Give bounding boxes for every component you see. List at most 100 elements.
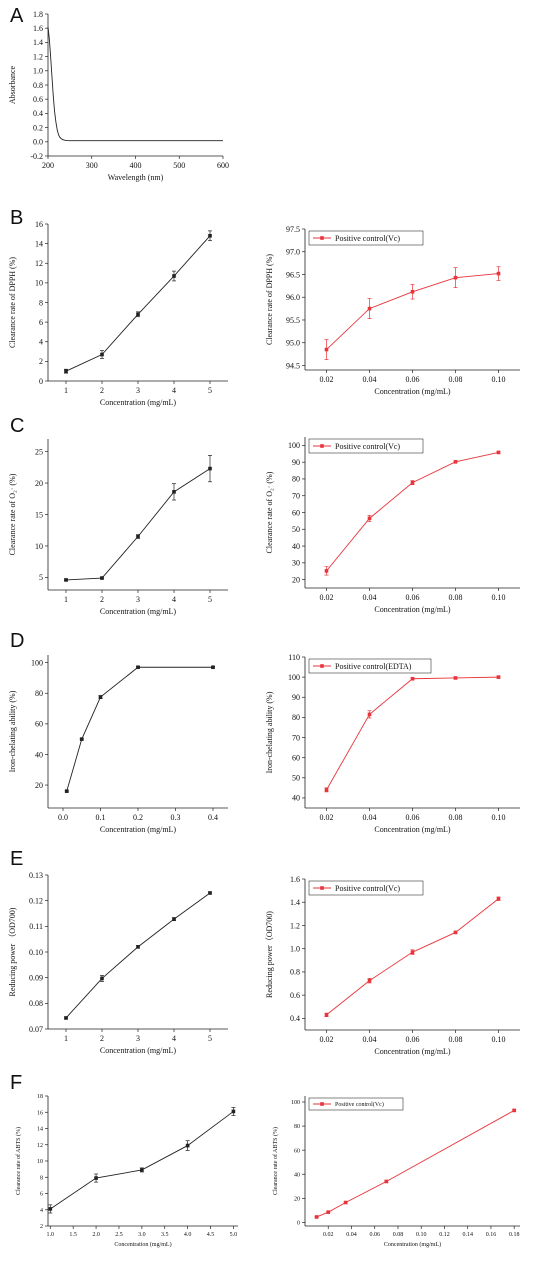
data-point — [324, 788, 329, 792]
x-axis-label: Concentration (mg/mL) — [100, 398, 177, 407]
data-point — [324, 569, 329, 573]
data-point — [208, 233, 212, 238]
x-tick-label: 0.10 — [492, 375, 506, 384]
y-tick-label: 12 — [35, 259, 43, 268]
x-tick-label: 0.2 — [133, 813, 143, 822]
y-tick-label: 10 — [37, 1159, 43, 1165]
y-axis-label: Reducing power （OD700) — [8, 907, 17, 996]
data-point — [367, 306, 372, 311]
y-tick-label: 16 — [37, 1110, 43, 1116]
x-tick-label: 0.06 — [369, 1232, 380, 1238]
y-tick-label: 1.8 — [33, 10, 43, 19]
y-tick-label: 95.0 — [286, 339, 300, 348]
data-point — [64, 369, 68, 373]
data-point — [324, 1013, 329, 1017]
y-tick-label: 20 — [292, 575, 300, 584]
y-tick-label: 80 — [292, 475, 300, 484]
y-tick-label: 1.6 — [33, 24, 43, 33]
x-tick-label: 4.0 — [184, 1232, 192, 1238]
y-tick-label: 80 — [35, 689, 43, 698]
legend-label: Positive control(Vc) — [335, 1101, 384, 1108]
x-axis-label: Concentration (mg/mL) — [384, 1241, 441, 1248]
y-tick-label: 15 — [35, 510, 43, 519]
y-tick-label: 1.2 — [290, 921, 300, 930]
data-point — [185, 1143, 190, 1148]
data-point — [410, 676, 415, 681]
y-tick-label: 40 — [292, 542, 300, 551]
y-tick-label: 94.5 — [286, 361, 300, 370]
x-tick-label: 0.10 — [492, 1035, 506, 1044]
y-axis-label: Absorbance — [8, 65, 17, 104]
x-tick-label: 2 — [100, 595, 104, 604]
data-point — [100, 976, 104, 981]
panel-letter-f: F — [10, 1072, 23, 1094]
data-point — [324, 347, 329, 352]
x-tick-label: 3 — [136, 595, 140, 604]
data-point — [410, 950, 415, 954]
y-axis-label: Iron-chelating ability (%) — [8, 690, 17, 772]
y-tick-label: 1.0 — [290, 944, 300, 953]
x-tick-label: 1 — [64, 595, 68, 604]
y-tick-label: 6 — [40, 1192, 43, 1198]
x-tick-label: 3 — [136, 386, 140, 395]
y-axis-label: Clearance rate of O₂· (%) — [8, 473, 17, 555]
data-point — [496, 450, 501, 455]
x-tick-label: 0.18 — [509, 1232, 520, 1238]
x-tick-label: 4.5 — [207, 1232, 215, 1238]
y-tick-label: 0.8 — [33, 81, 43, 90]
y-tick-label: 1.4 — [290, 898, 300, 907]
y-axis-label: Clearance rate of DPPH (%) — [265, 254, 274, 345]
y-tick-label: 60 — [35, 720, 43, 729]
y-tick-label: 14 — [37, 1127, 43, 1133]
x-tick-label: 0.08 — [393, 1232, 404, 1238]
x-tick-label: 1.5 — [69, 1232, 77, 1238]
x-tick-label: 0.06 — [406, 1035, 420, 1044]
data-point — [326, 1210, 331, 1214]
data-point — [100, 576, 104, 580]
data-point — [64, 578, 68, 582]
y-tick-label: 70 — [292, 733, 300, 742]
legend-marker — [320, 886, 324, 890]
legend-label: Positive control(Vc) — [335, 884, 400, 893]
y-tick-label: 90 — [292, 693, 300, 702]
data-point — [384, 1179, 389, 1184]
legend-label: Positive control(Vc) — [335, 442, 400, 451]
legend: Positive control(Vc) — [308, 230, 424, 246]
data-point — [100, 352, 104, 357]
x-axis-label: Concentration (mg/mL) — [100, 825, 177, 834]
x-tick-label: 0.12 — [439, 1232, 450, 1238]
x-tick-label: 0.02 — [320, 375, 334, 384]
y-tick-label: 100 — [288, 673, 300, 682]
y-axis-label: Clearance rate of DPPH (%) — [8, 257, 17, 348]
data-point — [367, 516, 372, 521]
x-tick-label: 0.10 — [492, 593, 506, 602]
x-tick-label: 0.4 — [208, 813, 218, 822]
legend-marker — [320, 444, 324, 448]
y-tick-label: 4 — [39, 338, 43, 347]
data-point — [343, 1200, 348, 1205]
y-tick-label: 50 — [292, 774, 300, 783]
y-tick-label: 40 — [294, 1172, 300, 1178]
x-tick-label: 0.06 — [406, 813, 420, 822]
x-axis-label: Concentration (mg/mL) — [100, 607, 177, 616]
y-tick-label: 1.0 — [33, 67, 43, 76]
data-point — [496, 675, 501, 679]
x-tick-label: 0.1 — [96, 813, 106, 822]
legend-box — [308, 230, 424, 246]
panel-letter-b: B — [10, 207, 24, 229]
y-tick-label: 0.13 — [29, 871, 43, 880]
x-tick-label: 600 — [217, 161, 229, 170]
legend-box — [308, 1097, 404, 1111]
data-point — [410, 289, 415, 294]
data-point — [64, 789, 69, 793]
y-axis-label: Iron-chelating ability (%) — [265, 691, 274, 773]
data-point — [496, 896, 501, 901]
data-point — [208, 466, 212, 471]
y-tick-label: 16 — [35, 220, 43, 229]
